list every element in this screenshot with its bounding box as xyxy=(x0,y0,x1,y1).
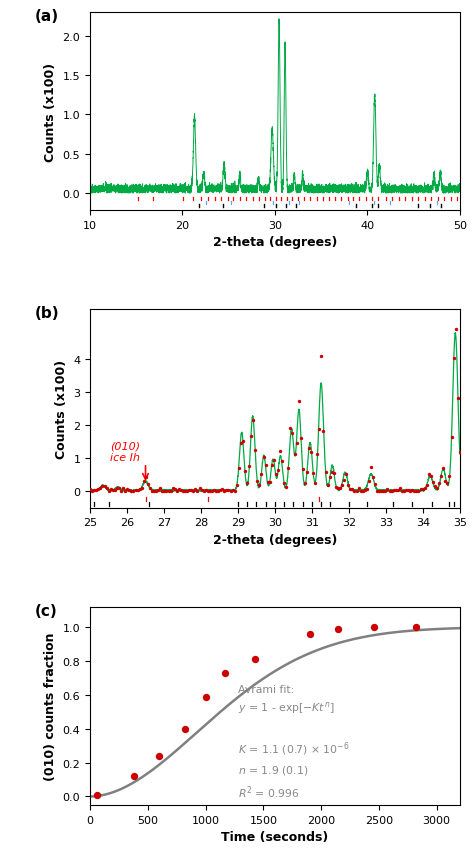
Point xyxy=(134,483,141,497)
Point xyxy=(295,395,302,409)
Point xyxy=(243,477,251,491)
Point xyxy=(103,482,110,496)
Point xyxy=(266,475,273,489)
Point xyxy=(371,478,379,492)
Point xyxy=(241,465,249,479)
Y-axis label: (010) counts fraction: (010) counts fraction xyxy=(44,632,57,780)
Text: $K$ = 1.1 (0.7) × 10$^{-6}$
$n$ = 1.9 (0.1)
$R^{2}$ = 0.996: $K$ = 1.1 (0.7) × 10$^{-6}$ $n$ = 1.9 (0… xyxy=(238,722,349,801)
Point xyxy=(353,485,360,499)
Point xyxy=(335,623,342,636)
Point xyxy=(227,485,234,499)
Point xyxy=(111,483,118,497)
Point xyxy=(406,485,414,499)
Y-axis label: Counts (x100): Counts (x100) xyxy=(55,360,68,458)
Point xyxy=(421,482,428,496)
Point xyxy=(363,482,371,496)
Point xyxy=(306,627,313,641)
Point xyxy=(173,485,181,499)
Point xyxy=(126,483,133,497)
Point xyxy=(340,474,348,487)
Point xyxy=(119,482,127,496)
Point xyxy=(132,484,139,498)
Point xyxy=(264,476,272,490)
Point xyxy=(214,485,222,499)
Point xyxy=(318,350,325,363)
Point xyxy=(185,484,193,498)
Point xyxy=(390,483,398,497)
Point xyxy=(171,482,179,496)
Point xyxy=(212,485,220,499)
Point xyxy=(316,423,323,437)
Point xyxy=(355,481,362,495)
Point xyxy=(346,482,354,496)
Point xyxy=(88,485,96,499)
Point xyxy=(435,476,443,490)
Point xyxy=(423,479,430,492)
Point xyxy=(155,483,162,497)
Point xyxy=(412,621,419,635)
Point xyxy=(191,482,199,496)
Point xyxy=(206,485,214,499)
Point xyxy=(348,483,356,497)
Point xyxy=(410,485,418,499)
Point xyxy=(219,483,226,497)
Point xyxy=(276,444,284,458)
Point xyxy=(208,485,216,499)
Point xyxy=(249,414,257,428)
Point xyxy=(142,470,150,484)
Point xyxy=(247,430,255,443)
Point xyxy=(448,430,456,444)
Point xyxy=(260,450,267,464)
Point xyxy=(252,443,259,457)
Point xyxy=(94,483,102,497)
Point xyxy=(175,483,182,497)
Point xyxy=(319,424,327,438)
Point xyxy=(398,485,406,499)
Point xyxy=(101,480,109,493)
Point xyxy=(210,483,218,497)
Point xyxy=(183,485,191,499)
Point xyxy=(386,485,393,499)
Point xyxy=(345,479,352,492)
Point xyxy=(310,467,317,480)
Point xyxy=(274,463,282,477)
Point xyxy=(140,474,147,488)
Point xyxy=(400,485,408,499)
Text: Avrami fit:
$y$ = 1 - exp[$-Kt^{n}$]: Avrami fit: $y$ = 1 - exp[$-Kt^{n}$] xyxy=(238,684,335,715)
Point xyxy=(246,460,253,474)
Point xyxy=(351,485,358,499)
Point xyxy=(86,482,94,496)
Point xyxy=(307,446,315,460)
Point xyxy=(109,484,117,498)
Point xyxy=(374,485,381,499)
Point xyxy=(369,470,377,484)
Point xyxy=(299,462,307,476)
Point xyxy=(270,453,278,467)
Point xyxy=(99,480,106,493)
Point xyxy=(446,469,453,483)
Point xyxy=(409,484,416,498)
Point xyxy=(229,484,237,498)
Point xyxy=(117,485,125,499)
Point xyxy=(150,484,158,498)
Point xyxy=(181,722,189,736)
Point xyxy=(237,437,245,451)
Point xyxy=(404,484,412,498)
Point xyxy=(235,462,243,476)
Point xyxy=(97,482,104,496)
Point xyxy=(225,484,232,498)
Point xyxy=(130,770,138,784)
Point xyxy=(429,475,437,489)
Point xyxy=(202,690,210,703)
Point xyxy=(438,469,445,483)
Point xyxy=(91,484,98,498)
Point xyxy=(367,461,375,474)
Point xyxy=(198,484,205,498)
Point xyxy=(359,485,366,499)
Point xyxy=(303,466,311,480)
X-axis label: 2-theta (degrees): 2-theta (degrees) xyxy=(213,236,337,249)
Point xyxy=(330,467,337,480)
Point xyxy=(427,470,435,484)
Point xyxy=(332,480,340,494)
Point xyxy=(272,468,280,481)
